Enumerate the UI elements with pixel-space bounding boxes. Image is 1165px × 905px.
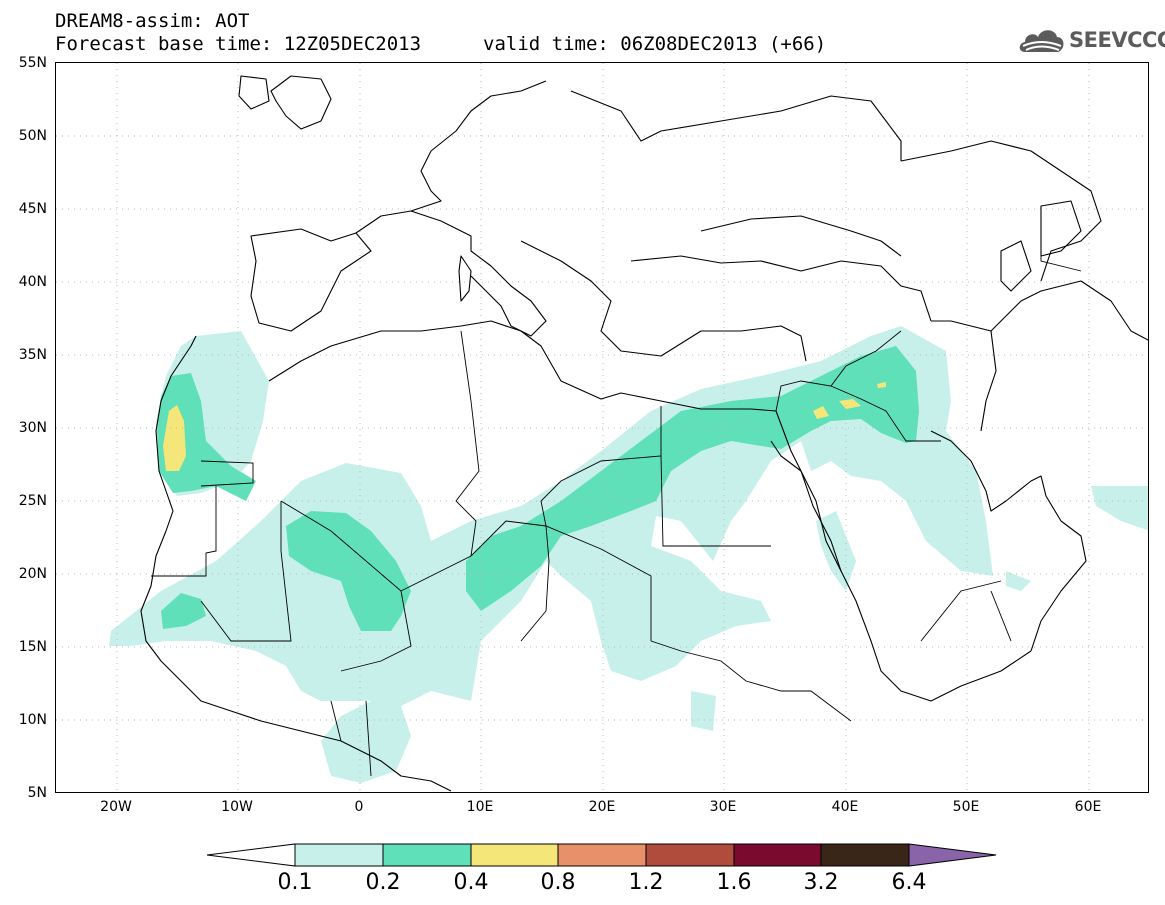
lat-label-5n: 5N [27, 785, 47, 801]
colorbar-swatch-1.2 [645, 843, 735, 867]
lon-label-20w: 20W [100, 799, 132, 815]
aot-map [55, 62, 1149, 793]
coastlines [140, 75, 1148, 792]
cloud-icon [1019, 30, 1064, 52]
colorbar-label-0.8: 0.8 [540, 870, 576, 895]
lat-label-35n: 35N [18, 347, 47, 363]
lon-label-20e: 20E [588, 799, 616, 815]
title-valid-time: valid time: 06Z08DEC2013 (+66) [483, 33, 827, 55]
lat-label-10n: 10N [18, 712, 47, 728]
lon-label-10e: 10E [466, 799, 494, 815]
colorbar [206, 843, 997, 867]
colorbar-label-1.2: 1.2 [628, 870, 664, 895]
country-borders [151, 211, 1082, 777]
aot-contour-0.2 [157, 346, 919, 631]
lon-label-10w: 10W [221, 799, 253, 815]
lat-label-40n: 40N [18, 274, 47, 290]
lon-label-40e: 40E [831, 799, 859, 815]
colorbar-label-6.4: 6.4 [891, 870, 927, 895]
lat-label-15n: 15N [18, 639, 47, 655]
lon-label-0: 0 [354, 799, 364, 815]
colorbar-swatch-0.2 [382, 843, 472, 867]
colorbar-under-arrow [206, 843, 296, 867]
colorbar-label-0.4: 0.4 [453, 870, 489, 895]
seevccc-logo: SEEVCCC [1017, 22, 1165, 58]
map-canvas [56, 63, 1148, 792]
colorbar-swatch-1.6 [733, 843, 822, 867]
logo-text: SEEVCCC [1069, 28, 1165, 52]
aot-contour-0.4 [163, 382, 886, 471]
lon-label-50e: 50E [952, 799, 980, 815]
colorbar-label-0.1: 0.1 [277, 870, 313, 895]
lat-label-45n: 45N [18, 201, 47, 217]
lat-label-20n: 20N [18, 566, 47, 582]
lat-label-30n: 30N [18, 420, 47, 436]
colorbar-label-0.2: 0.2 [365, 870, 401, 895]
title-base-time: Forecast base time: 12Z05DEC2013 [55, 33, 422, 55]
colorbar-label-1.6: 1.6 [716, 870, 752, 895]
colorbar-swatch-0.1 [294, 843, 384, 867]
colorbar-swatch-3.2 [820, 843, 910, 867]
lat-label-25n: 25N [18, 493, 47, 509]
lat-label-50n: 50N [18, 128, 47, 144]
colorbar-swatch-0.4 [470, 843, 559, 867]
colorbar-swatch-0.8 [557, 843, 647, 867]
colorbar-over-arrow [908, 843, 997, 867]
colorbar-label-3.2: 3.2 [803, 870, 839, 895]
lon-label-30e: 30E [709, 799, 737, 815]
title-product: DREAM8-assim: AOT [55, 10, 250, 32]
lon-label-60e: 60E [1074, 799, 1102, 815]
lat-label-55n: 55N [18, 55, 47, 71]
graticule [56, 63, 1148, 792]
